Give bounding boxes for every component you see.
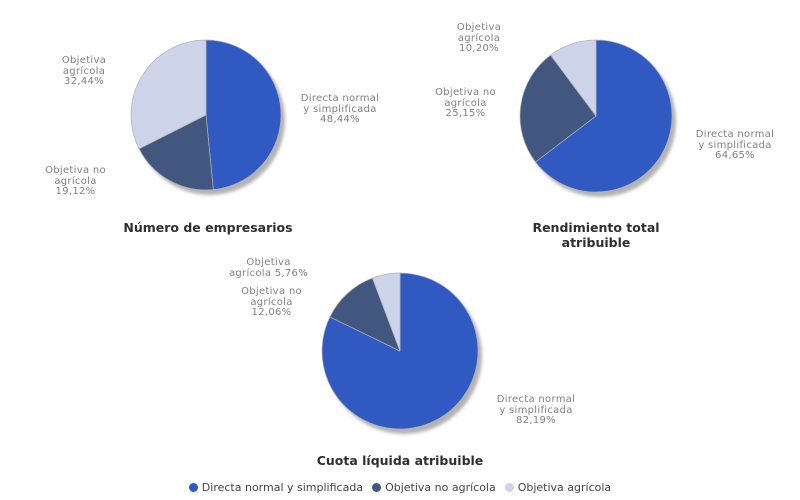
slice-label-directa: Directa normal y simplificada 48,44%	[300, 93, 380, 125]
pie-rendimiento-total	[519, 39, 676, 197]
pie-slice-directa[interactable]	[535, 39, 673, 193]
legend-swatch-directa-icon	[188, 483, 198, 492]
slice-label-objetiva-agricola: Objetiva agrícola 10,20%	[456, 22, 502, 54]
slice-label-objetiva-no-agricola: Objetiva no agrícola 25,15%	[435, 87, 496, 119]
pie-slice-directa[interactable]	[321, 272, 479, 430]
slice-label-objetiva-agricola: Objetiva agrícola 32,44%	[61, 55, 107, 87]
pie-numero-de-empresarios	[130, 39, 285, 195]
pie-slice-objetiva-agricola[interactable]	[130, 39, 207, 150]
pie-slice-objetiva-agricola[interactable]	[550, 39, 597, 117]
slice-label-objetiva-no-agricola: Objetiva no agrícola 12,06%	[241, 286, 302, 318]
legend-item-objetiva-no-agricola[interactable]: Objetiva no agrícola	[372, 481, 496, 494]
legend-swatch-objetiva-agricola-icon	[504, 483, 514, 492]
pie-slice-objetiva-no-agricola[interactable]	[138, 114, 214, 191]
legend-swatch-objetiva-no-agricola-icon	[372, 483, 382, 492]
legend-label: Directa normal y simplificada	[201, 481, 364, 494]
chart-title-numero-de-empresarios: Número de empresarios	[123, 220, 293, 235]
pie-slice-objetiva-no-agricola[interactable]	[519, 54, 597, 163]
chart-title-cuota-liquida: Cuota líquida atribuible	[316, 453, 484, 468]
pie-slice-objetiva-no-agricola[interactable]	[329, 277, 401, 352]
legend-label: Objetiva no agrícola	[385, 481, 496, 494]
legend: Directa normal y simplificada Objetiva n…	[0, 481, 800, 494]
slice-label-objetiva-agricola: Objetiva agrícola 5,76%	[228, 257, 309, 279]
pie-slice-directa[interactable]	[205, 39, 282, 190]
pie-cuota-liquida	[321, 272, 482, 434]
slice-label-objetiva-no-agricola: Objetiva no agrícola 19,12%	[45, 165, 106, 197]
legend-item-objetiva-agricola[interactable]: Objetiva agrícola	[504, 481, 612, 494]
slice-label-directa: Directa normal y simplificada 82,19%	[496, 394, 576, 426]
slice-label-directa: Directa normal y simplificada 64,65%	[695, 129, 775, 161]
pie-slice-objetiva-agricola[interactable]	[372, 272, 401, 352]
legend-label: Objetiva agrícola	[517, 481, 612, 494]
legend-item-directa[interactable]: Directa normal y simplificada	[188, 481, 364, 494]
chart-title-rendimiento-total: Rendimiento total atribuible	[532, 220, 660, 250]
